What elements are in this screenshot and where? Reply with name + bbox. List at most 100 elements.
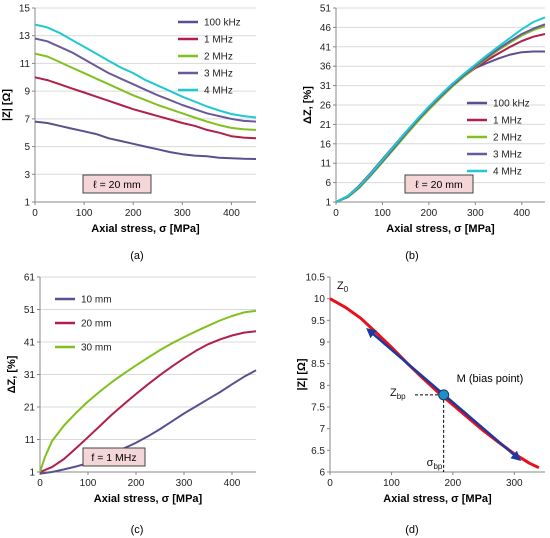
y-tick-label: 41 — [24, 338, 36, 349]
series-line-a-0 — [34, 120, 257, 160]
x-tick-label: 100 — [374, 208, 391, 219]
series-line-a-2 — [34, 52, 257, 131]
legend-label: 3 MHz — [493, 150, 522, 161]
sigma-bp-label: σbp — [427, 457, 443, 471]
y-tick-label: 1 — [325, 198, 331, 209]
y-tick-label: 16 — [320, 139, 332, 150]
y-tick-label: 5 — [24, 142, 30, 153]
x-tick-label: 400 — [513, 208, 530, 219]
annotation-text: ℓ = 20 mm — [93, 179, 141, 191]
y-tick-label: 15 — [19, 4, 31, 15]
annotation-box — [82, 447, 146, 467]
series-line-c-2 — [39, 309, 257, 473]
series-line-a-1 — [34, 76, 257, 140]
x-tick-label: 200 — [128, 478, 145, 489]
y-tick-label: 11 — [321, 159, 332, 170]
caption-c: (c) — [131, 524, 144, 536]
x-axis-title: Axial stress, σ [MPa] — [383, 493, 492, 505]
x-tick-label: 100 — [80, 478, 97, 489]
y-tick-label: 41 — [320, 42, 332, 53]
y-tick-label: 61 — [24, 273, 36, 284]
annotation-box — [82, 174, 152, 194]
x-axis-title: Axial stress, σ [MPa] — [94, 493, 203, 505]
x-axis-title: Axial stress, σ [MPa] — [386, 223, 495, 235]
annotation-text: f = 1 MHz — [91, 452, 136, 464]
x-tick-label: 0 — [37, 478, 43, 489]
y-tick-label: 13 — [19, 31, 31, 42]
y-tick-label: 9 — [319, 338, 325, 349]
y-tick-label: 11 — [20, 59, 31, 70]
x-tick-label: 100 — [76, 208, 93, 219]
y-tick-label: 21 — [24, 403, 36, 414]
x-tick-label: 300 — [174, 208, 191, 219]
series-line-c-0 — [39, 369, 257, 475]
y-tick-label: 1 — [24, 198, 30, 209]
y-axis-title: ΔZ, [%] — [6, 355, 18, 393]
y-axis-title: |Z| [Ω] — [296, 358, 308, 390]
legend-label: 2 MHz — [493, 133, 522, 144]
caption-d: (d) — [405, 524, 418, 536]
legend-label: 100 kHz — [493, 99, 530, 110]
zbp-label: Zbp — [390, 387, 406, 401]
legend-label: 10 mm — [81, 295, 112, 306]
x-tick-label: 300 — [506, 478, 523, 489]
y-tick-label: 11 — [25, 435, 36, 446]
legend-label: 1 MHz — [493, 116, 522, 127]
bias-point-marker — [438, 389, 450, 401]
legend-label: 3 MHz — [204, 69, 233, 80]
y-tick-label: 46 — [320, 23, 332, 34]
x-tick-label: 400 — [223, 208, 240, 219]
y-tick-label: 51 — [24, 305, 36, 316]
y-tick-label: 6 — [319, 468, 325, 479]
legend-label: 100 kHz — [204, 18, 241, 29]
series-line-a-3 — [34, 37, 257, 123]
y-tick-label: 7.5 — [311, 403, 325, 414]
y-tick-label: 3 — [24, 170, 30, 181]
y-tick-label: 7 — [319, 424, 325, 435]
x-tick-label: 400 — [224, 478, 241, 489]
series-line-b-4 — [335, 16, 546, 203]
y-axis-title: |Z| [Ω] — [1, 89, 13, 121]
y-tick-label: 8 — [319, 381, 325, 392]
legend-label: 30 mm — [81, 343, 112, 354]
y-tick-label: 10.5 — [306, 273, 326, 284]
y-tick-label: 26 — [320, 101, 332, 112]
z0-label: Z0 — [337, 280, 349, 294]
legend-label: 20 mm — [81, 319, 112, 330]
legend-label: 2 MHz — [204, 52, 233, 63]
caption-b: (b) — [405, 250, 418, 262]
y-tick-label: 31 — [320, 81, 332, 92]
bias-point-label: M (bias point) — [457, 373, 524, 385]
y-axis-title: ΔZ, [%] — [302, 86, 314, 124]
x-tick-label: 0 — [327, 478, 333, 489]
x-tick-label: 0 — [333, 208, 339, 219]
y-tick-label: 6.5 — [311, 446, 325, 457]
x-tick-label: 200 — [125, 208, 142, 219]
x-tick-label: 200 — [421, 208, 438, 219]
y-tick-label: 1 — [29, 468, 35, 479]
y-tick-label: 10 — [314, 294, 326, 305]
series-line-c-1 — [39, 330, 257, 473]
caption-a: (a) — [130, 250, 143, 262]
x-tick-label: 0 — [32, 208, 38, 219]
y-tick-label: 9 — [24, 87, 30, 98]
legend-label: 4 MHz — [493, 167, 522, 178]
x-tick-label: 300 — [467, 208, 484, 219]
y-tick-label: 8.5 — [311, 359, 325, 370]
y-tick-label: 6 — [325, 178, 331, 189]
y-tick-label: 51 — [320, 4, 332, 15]
chart-panel-d: 6 6.5 7 7.5 8 8.5 9 9.5 10 10.5 0 100 200 300 Axial st… — [296, 273, 545, 505]
legend-label: 1 MHz — [204, 35, 233, 46]
annotation-box — [404, 174, 474, 194]
x-axis-title: Axial stress, σ [MPa] — [91, 223, 200, 235]
x-tick-label: 300 — [176, 478, 193, 489]
series-line-a-4 — [34, 23, 257, 119]
x-tick-label: 100 — [383, 478, 400, 489]
x-tick-label: 200 — [445, 478, 462, 489]
y-tick-label: 31 — [24, 370, 36, 381]
y-tick-label: 36 — [320, 62, 332, 73]
legend-label: 4 MHz — [204, 86, 233, 97]
